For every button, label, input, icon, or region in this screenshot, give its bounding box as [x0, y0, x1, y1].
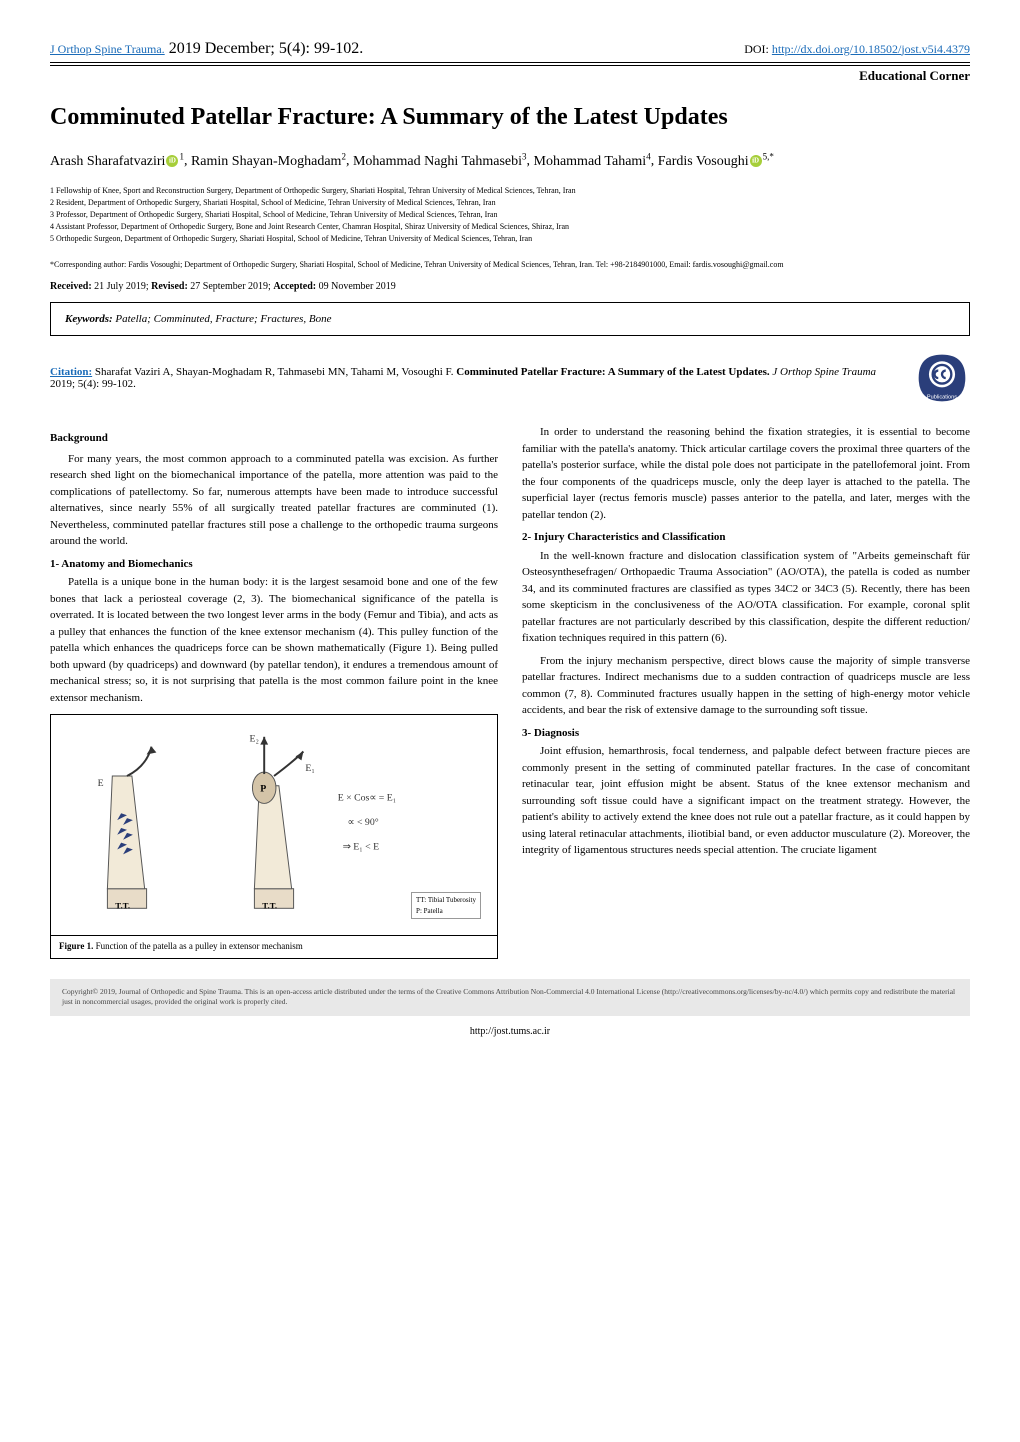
- paragraph: For many years, the most common approach…: [50, 451, 498, 550]
- diag-label-E2: E₂: [250, 734, 259, 745]
- diag-equation: E × Cos∝ = E₁: [338, 793, 396, 804]
- author: Mohammad Tahami4: [534, 154, 651, 169]
- author: Fardis Vosoughi5,*: [658, 154, 774, 169]
- revised-label: Revised:: [151, 281, 188, 292]
- affiliation: 1 Fellowship of Knee, Sport and Reconstr…: [50, 185, 970, 197]
- copyright-footer: Copyright© 2019, Journal of Orthopedic a…: [50, 979, 970, 1016]
- article-type: Educational Corner: [50, 65, 970, 84]
- diag-label-E1: E₁: [305, 763, 314, 774]
- affiliations: 1 Fellowship of Knee, Sport and Reconstr…: [50, 185, 970, 245]
- paragraph: In the well-known fracture and dislocati…: [522, 548, 970, 647]
- keywords-label: Keywords:: [65, 313, 113, 325]
- orcid-icon[interactable]: [166, 155, 178, 167]
- svg-text:Publications: Publications: [927, 395, 957, 401]
- subsection-heading-anatomy: 1- Anatomy and Biomechanics: [50, 556, 498, 573]
- affiliation: 3 Professor, Department of Orthopedic Su…: [50, 209, 970, 221]
- author-list: Arash Sharafatvaziri1, Ramin Shayan-Mogh…: [50, 149, 970, 173]
- doi-block: DOI: http://dx.doi.org/10.18502/jost.v5i…: [744, 42, 970, 57]
- diag-label-TT: T.T.: [262, 900, 277, 910]
- received-label: Received:: [50, 281, 92, 292]
- diag-label-P: P: [260, 784, 266, 795]
- section-heading-background: Background: [50, 430, 498, 447]
- orcid-icon[interactable]: [750, 155, 762, 167]
- figure-caption: Figure 1. Function of the patella as a p…: [51, 935, 497, 958]
- article-title: Comminuted Patellar Fracture: A Summary …: [50, 104, 970, 131]
- citation-text: Citation: Sharafat Vaziri A, Shayan-Mogh…: [50, 366, 902, 390]
- subsection-heading-injury: 2- Injury Characteristics and Classifica…: [522, 529, 970, 546]
- citation-row: Citation: Sharafat Vaziri A, Shayan-Mogh…: [50, 350, 970, 406]
- keywords-text: Patella; Comminuted, Fracture; Fractures…: [115, 313, 331, 325]
- paragraph: From the injury mechanism perspective, d…: [522, 653, 970, 719]
- author: Mohammad Naghi Tahmasebi3: [353, 154, 527, 169]
- accepted-label: Accepted:: [273, 281, 316, 292]
- affiliation: 2 Resident, Department of Orthopedic Sur…: [50, 197, 970, 209]
- paragraph: Patella is a unique bone in the human bo…: [50, 574, 498, 706]
- subsection-heading-diagnosis: 3- Diagnosis: [522, 725, 970, 742]
- article-body: Background For many years, the most comm…: [50, 424, 970, 959]
- diag-label-E: E: [98, 778, 104, 789]
- header-issue: 2019 December; 5(4): 99-102.: [169, 40, 364, 57]
- article-dates: Received: 21 July 2019; Revised: 27 Sept…: [50, 281, 970, 292]
- paragraph: Joint effusion, hemarthrosis, focal tend…: [522, 743, 970, 859]
- paragraph: In order to understand the reasoning beh…: [522, 424, 970, 523]
- author: Arash Sharafatvaziri1: [50, 154, 184, 169]
- diag-label-TT: T.T.: [115, 900, 130, 910]
- figure-image: E T.T. P E₂: [51, 715, 497, 935]
- column-right: In order to understand the reasoning beh…: [522, 424, 970, 959]
- keywords-box: Keywords: Patella; Comminuted, Fracture;…: [50, 302, 970, 336]
- cc-badge-icon: Publications: [914, 350, 970, 406]
- diag-equation: ∝ < 90°: [348, 817, 379, 828]
- journal-link[interactable]: J Orthop Spine Trauma.: [50, 42, 165, 56]
- footer-url: http://jost.tums.ac.ir: [50, 1026, 970, 1037]
- corresponding-author: *Corresponding author: Fardis Vosoughi; …: [50, 259, 970, 271]
- author: Ramin Shayan-Moghadam2: [191, 154, 346, 169]
- citation-link[interactable]: Citation:: [50, 366, 92, 378]
- doi-link[interactable]: http://dx.doi.org/10.18502/jost.v5i4.437…: [772, 42, 970, 56]
- header-bar: J Orthop Spine Trauma. 2019 December; 5(…: [50, 40, 970, 63]
- doi-label: DOI:: [744, 42, 769, 56]
- column-left: Background For many years, the most comm…: [50, 424, 498, 959]
- affiliation: 5 Orthopedic Surgeon, Department of Orth…: [50, 233, 970, 245]
- figure-1: E T.T. P E₂: [50, 714, 498, 959]
- figure-legend: TT: Tibial Tuberosity P: Patella: [411, 892, 481, 919]
- diag-equation: ⇒ E₁ < E: [343, 842, 379, 853]
- affiliation: 4 Assistant Professor, Department of Ort…: [50, 221, 970, 233]
